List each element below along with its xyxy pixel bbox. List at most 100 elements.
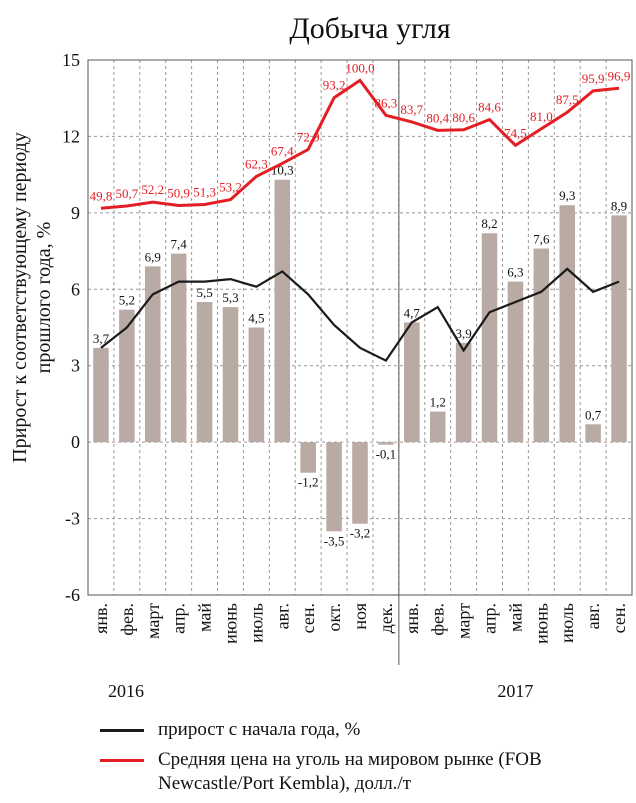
bar-value-label: 3,9 [455,326,471,341]
bar [274,179,291,443]
bar [222,307,239,443]
bar [196,302,213,443]
x-tick-label: июль [246,603,266,643]
line-value-label: 53,2 [219,180,242,195]
x-tick-label: авг. [272,603,292,629]
bar-value-label: 6,9 [145,249,161,264]
bar-value-label: -0,1 [376,447,397,462]
y-tick-label: -6 [65,585,80,605]
bar-value-label: 5,5 [196,285,212,300]
x-tick-label: окт. [324,603,344,632]
line-value-label: 80,4 [426,110,449,125]
y-axis-label: Прирост к соответствующему периоду [9,132,31,463]
x-tick-label: июнь [220,603,240,644]
bar [585,424,601,443]
x-tick-label: апр. [480,603,500,634]
line [100,267,620,363]
chart: Добыча угля Прирост к соответствующему п… [9,12,633,701]
x-tick-label: март [143,603,163,639]
bar [352,442,368,524]
y-tick-label: 6 [71,279,80,299]
bar-value-label: 7,4 [171,237,188,252]
x-tick-label: май [505,603,525,632]
line-value-label: 67,4 [271,143,294,158]
line-value-label: 96,9 [608,68,631,83]
bar [170,253,187,443]
chart-title: Добыча угля [289,12,451,45]
x-tick-label: март [454,603,474,639]
line [100,78,620,210]
x-tick-label: авг. [583,603,603,629]
legend-label: Средняя цена на уголь на мировом рынке (… [158,749,542,794]
plot-frame [87,59,633,596]
bar-value-label: 6,3 [507,265,523,280]
bar [429,411,446,443]
bar-value-label: 7,6 [533,232,550,247]
line-value-label: 87,5 [556,92,579,107]
x-group-label: 2016 [108,681,144,701]
line-value-label: 84,6 [478,100,501,115]
y-axis-label: прошлого года, % [33,222,55,374]
line-value-label: 62,3 [245,156,268,171]
bar-value-label: 4,7 [404,305,421,320]
line-value-label: 93,2 [323,78,346,93]
line-value-label: 49,8 [90,188,113,203]
line-value-label: 83,7 [400,102,423,117]
bar [248,327,265,443]
bar [455,342,472,443]
line-value-label: 52,2 [141,182,164,197]
line-value-label: 51,3 [193,184,216,199]
y-tick-label: -3 [65,509,80,529]
x-tick-label: янв. [402,603,422,634]
x-group-label: 2017 [497,681,533,701]
bar [144,266,161,443]
line-value-label: 50,9 [167,185,190,200]
bar [611,215,627,443]
x-tick-label: янв. [91,603,111,634]
legend-label: прирост с начала года, % [158,719,361,740]
y-tick-label: 0 [71,432,80,452]
bar-value-label: -1,2 [298,475,319,490]
bar [326,442,342,532]
bar-value-label: 8,9 [611,198,627,213]
bar [404,322,420,443]
x-tick-label: фев. [117,603,137,636]
line-value-label: 95,9 [582,71,605,86]
bar [533,248,550,443]
line-value-label: 100,0 [345,60,374,75]
x-tick-label: ноя [350,603,370,630]
y-tick-label: 12 [62,126,80,146]
y-tick-label: 3 [71,356,80,376]
bar [507,281,524,443]
x-tick-label: июль [557,603,577,643]
legend-swatch [100,729,144,732]
line-value-label: 86,3 [375,95,398,110]
bar [559,205,576,443]
x-tick-label: фев. [428,603,448,636]
x-tick-label: июнь [531,603,551,644]
bar-value-label: 5,3 [222,290,238,305]
bar-value-label: -3,2 [350,526,371,541]
y-tick-label: 15 [62,50,80,70]
bar [378,442,394,445]
x-tick-label: дек. [376,603,396,633]
bar-value-label: 1,2 [430,395,446,410]
x-tick-label: сен. [609,603,629,633]
bar-value-label: 9,3 [559,188,575,203]
line-value-label: 80,6 [452,110,475,125]
legend-swatch [100,759,144,762]
bar-value-label: 8,2 [481,216,497,231]
y-tick-label: 9 [71,203,80,223]
legend-item: прирост с начала года, % [100,718,630,742]
bar-value-label: 0,7 [585,407,602,422]
line-value-label: 50,7 [115,186,138,201]
bar-value-label: 3,7 [93,331,110,346]
bar [300,442,316,473]
legend-item: Средняя цена на уголь на мировом рынке (… [100,748,630,796]
bar [119,309,135,443]
bar-value-label: -3,5 [324,533,345,548]
bar-value-label: 4,5 [248,311,264,326]
line-value-label: 74,5 [504,125,527,140]
x-tick-label: апр. [169,603,189,634]
